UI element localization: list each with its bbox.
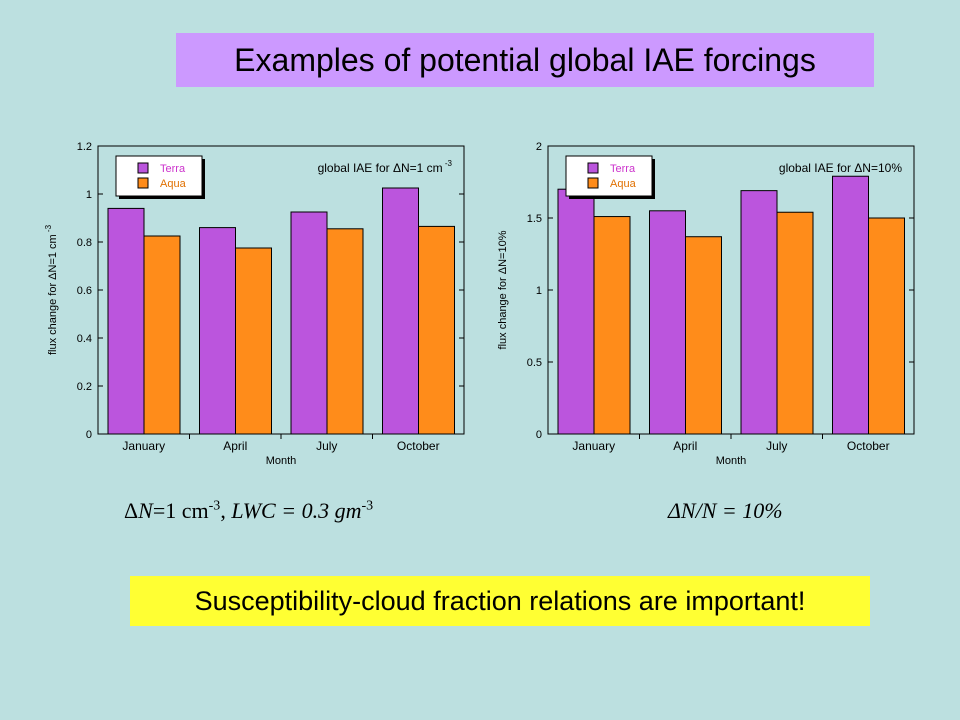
legend-label-terra: Terra bbox=[160, 163, 186, 175]
legend-swatch-terra bbox=[137, 162, 149, 174]
y-tick-label: 0.2 bbox=[77, 381, 92, 393]
bar-aqua bbox=[685, 236, 722, 435]
bar-aqua bbox=[143, 235, 181, 435]
legend-swatch-terra bbox=[587, 162, 599, 174]
bar-aqua bbox=[418, 225, 455, 435]
x-axis-label: Month bbox=[266, 455, 297, 467]
caption-left-delta: Δ bbox=[124, 498, 139, 523]
y-axis-label-main: flux change for ΔN=1 cm bbox=[47, 234, 59, 355]
x-tick-label: July bbox=[766, 439, 787, 453]
x-tick-label: October bbox=[847, 439, 890, 453]
caption-left-sup2: -3 bbox=[361, 498, 374, 514]
y-tick-label: 0.4 bbox=[77, 333, 92, 345]
chart-title-sup: -3 bbox=[443, 159, 453, 168]
y-tick-label: 0.6 bbox=[77, 285, 92, 297]
legend-box bbox=[115, 155, 203, 197]
x-tick-label: July bbox=[316, 439, 337, 453]
y-tick-label: 0.8 bbox=[77, 237, 92, 249]
legend-swatch-aqua bbox=[587, 177, 599, 189]
bar-aqua bbox=[868, 217, 905, 435]
y-axis-label-main: flux change for ΔN=10% bbox=[497, 230, 509, 349]
bar-aqua bbox=[235, 247, 272, 435]
slide-title: Examples of potential global IAE forcing… bbox=[176, 33, 874, 87]
y-tick-label: 0 bbox=[536, 429, 542, 441]
chart-title: global IAE for ΔN=1 cm -3 bbox=[318, 159, 453, 175]
bar-aqua bbox=[593, 216, 631, 435]
x-tick-label: January bbox=[122, 439, 165, 453]
legend-swatch-aqua bbox=[137, 177, 149, 189]
bar-aqua bbox=[776, 211, 814, 435]
x-tick-label: April bbox=[673, 439, 697, 453]
legend-label-terra: Terra bbox=[610, 163, 636, 175]
chart-delta-n-1: 0 0.2 0.4 0.6 0.8 1 1.2 January April July October… bbox=[30, 128, 470, 473]
chart-title: global IAE for ΔN=10% bbox=[779, 161, 902, 175]
caption-right-text: ΔN/N = 10% bbox=[668, 498, 783, 523]
y-tick-label: 1.2 bbox=[77, 141, 92, 153]
caption-left-n: N bbox=[138, 498, 153, 523]
x-axis-label: Month bbox=[716, 455, 747, 467]
bar-terra bbox=[832, 175, 869, 435]
legend-label-aqua: Aqua bbox=[610, 178, 637, 190]
y-tick-label: 0.5 bbox=[527, 357, 542, 369]
y-axis-label: flux change for ΔN=1 cm -3 bbox=[44, 224, 59, 355]
bar-terra bbox=[649, 210, 686, 435]
bar-terra bbox=[290, 211, 328, 435]
x-tick-label: January bbox=[572, 439, 615, 453]
y-tick-label: 0 bbox=[86, 429, 92, 441]
note-box: Susceptibility-cloud fraction relations … bbox=[130, 576, 870, 626]
caption-right: ΔN/N = 10% bbox=[668, 498, 783, 524]
y-tick-label: 2 bbox=[536, 141, 542, 153]
chart-delta-n-10pct: 0 0.5 1 1.5 2 January April July October Month flu… bbox=[480, 128, 920, 473]
legend-label-aqua: Aqua bbox=[160, 178, 187, 190]
y-tick-label: 1 bbox=[536, 285, 542, 297]
chart-title-main: global IAE for ΔN=1 cm bbox=[318, 161, 443, 175]
caption-left-eq1: =1 cm bbox=[152, 498, 209, 523]
chart-title-main: global IAE for ΔN=10% bbox=[779, 161, 902, 175]
y-tick-label: 1.5 bbox=[527, 213, 542, 225]
chart-delta-n-1-svg: 0 0.2 0.4 0.6 0.8 1 1.2 January April July October… bbox=[44, 141, 465, 467]
x-tick-label: October bbox=[397, 439, 440, 453]
caption-left-lwc: LWC bbox=[231, 498, 276, 523]
y-axis-label: flux change for ΔN=10% bbox=[497, 230, 509, 349]
bar-terra bbox=[740, 190, 778, 435]
bar-aqua bbox=[326, 228, 364, 435]
caption-left-comma: , bbox=[220, 498, 232, 523]
bar-terra bbox=[107, 207, 145, 435]
caption-left-eq2: = 0.3 gm bbox=[275, 498, 362, 523]
x-tick-label: April bbox=[223, 439, 247, 453]
chart-delta-n-10pct-svg: 0 0.5 1 1.5 2 January April July October Month flu… bbox=[497, 141, 915, 467]
caption-left-sup1: -3 bbox=[208, 498, 221, 514]
y-axis-label-sup: -3 bbox=[44, 224, 53, 234]
bar-terra bbox=[382, 187, 419, 435]
caption-left: ΔN=1 cm-3, LWC = 0.3 gm-3 bbox=[124, 498, 373, 524]
legend-box bbox=[565, 155, 653, 197]
bar-terra bbox=[199, 227, 236, 435]
bar-terra bbox=[557, 188, 595, 435]
y-tick-label: 1 bbox=[86, 189, 92, 201]
